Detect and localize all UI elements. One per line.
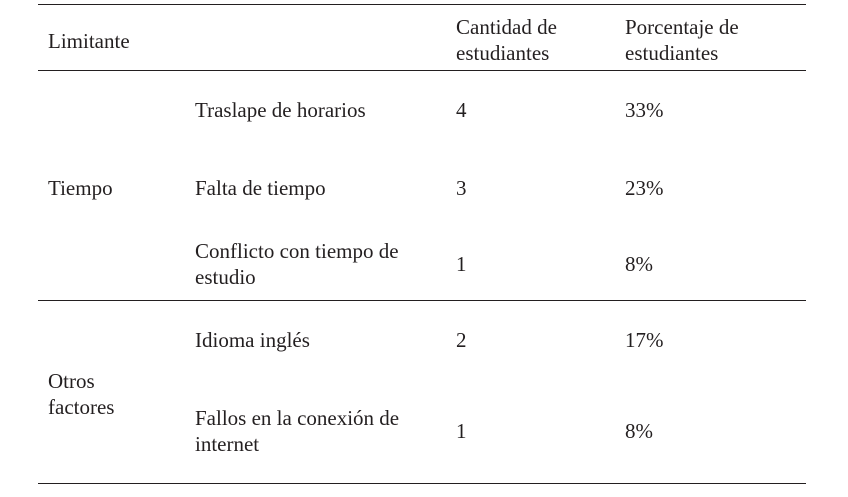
item-fallos-line-1: Fallos en la conexión de (195, 406, 400, 430)
item-conflicto-line-2: estudio (195, 265, 256, 289)
count-traslape: 4 (456, 98, 467, 122)
header-porcentaje: Porcentaje de estudiantes (625, 14, 739, 66)
header-cantidad: Cantidad de estudiantes (456, 14, 557, 66)
item-traslape: Traslape de horarios (195, 98, 366, 122)
header-limitante: Limitante (48, 29, 130, 53)
percent-conflicto: 8% (625, 252, 653, 276)
percent-fallos-conexion: 8% (625, 419, 653, 443)
item-idioma-ingles: Idioma inglés (195, 328, 310, 352)
table-top-rule (38, 4, 806, 5)
group-label-tiempo: Tiempo (48, 176, 113, 200)
header-porcentaje-line-1: Porcentaje de (625, 15, 739, 39)
header-cantidad-line-2: estudiantes (456, 41, 550, 65)
table-bottom-rule (38, 483, 806, 484)
header-porcentaje-line-2: estudiantes (625, 41, 719, 65)
item-conflicto: Conflicto con tiempo de estudio (195, 238, 399, 290)
group-label-otros-line-2: factores (48, 395, 115, 419)
percent-idioma-ingles: 17% (625, 328, 664, 352)
item-falta-tiempo: Falta de tiempo (195, 176, 326, 200)
group-divider-rule (38, 300, 806, 301)
count-conflicto: 1 (456, 252, 467, 276)
group-label-otros-factores: Otros factores (48, 368, 114, 420)
count-idioma-ingles: 2 (456, 328, 467, 352)
count-fallos-conexion: 1 (456, 419, 467, 443)
item-conflicto-line-1: Conflicto con tiempo de (195, 239, 399, 263)
header-rule (38, 70, 806, 71)
item-fallos-line-2: internet (195, 432, 260, 456)
group-label-otros-line-1: Otros (48, 369, 95, 393)
count-falta-tiempo: 3 (456, 176, 467, 200)
header-cantidad-line-1: Cantidad de (456, 15, 557, 39)
item-fallos-conexion: Fallos en la conexión de internet (195, 405, 399, 457)
percent-traslape: 33% (625, 98, 664, 122)
percent-falta-tiempo: 23% (625, 176, 664, 200)
